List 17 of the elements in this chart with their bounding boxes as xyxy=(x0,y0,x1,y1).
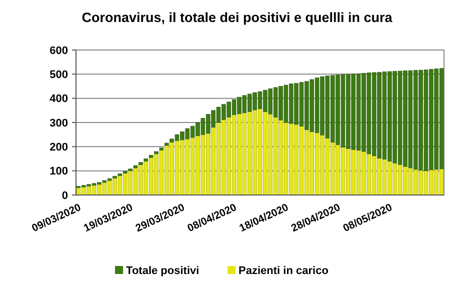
y-tick-label: 600 xyxy=(50,44,68,57)
y-tick-label: 200 xyxy=(50,142,68,154)
y-tick-label: 300 xyxy=(50,117,68,130)
legend-label: Pazienti in carico xyxy=(238,264,329,277)
legend-label: Totale positivi xyxy=(126,264,200,277)
bar xyxy=(154,151,158,154)
bar xyxy=(138,162,143,165)
bar xyxy=(144,158,148,162)
bar xyxy=(148,154,154,158)
bar xyxy=(133,165,138,168)
y-tick-label: 0 xyxy=(62,190,68,202)
y-tick-label: 500 xyxy=(50,69,68,82)
chart-title: Coronavirus, il totale dei positivi e quellli in cura xyxy=(82,10,393,25)
bar xyxy=(159,148,164,150)
y-tick-label: 400 xyxy=(50,93,68,106)
y-tick-label: 100 xyxy=(50,166,68,178)
bar xyxy=(164,142,169,146)
